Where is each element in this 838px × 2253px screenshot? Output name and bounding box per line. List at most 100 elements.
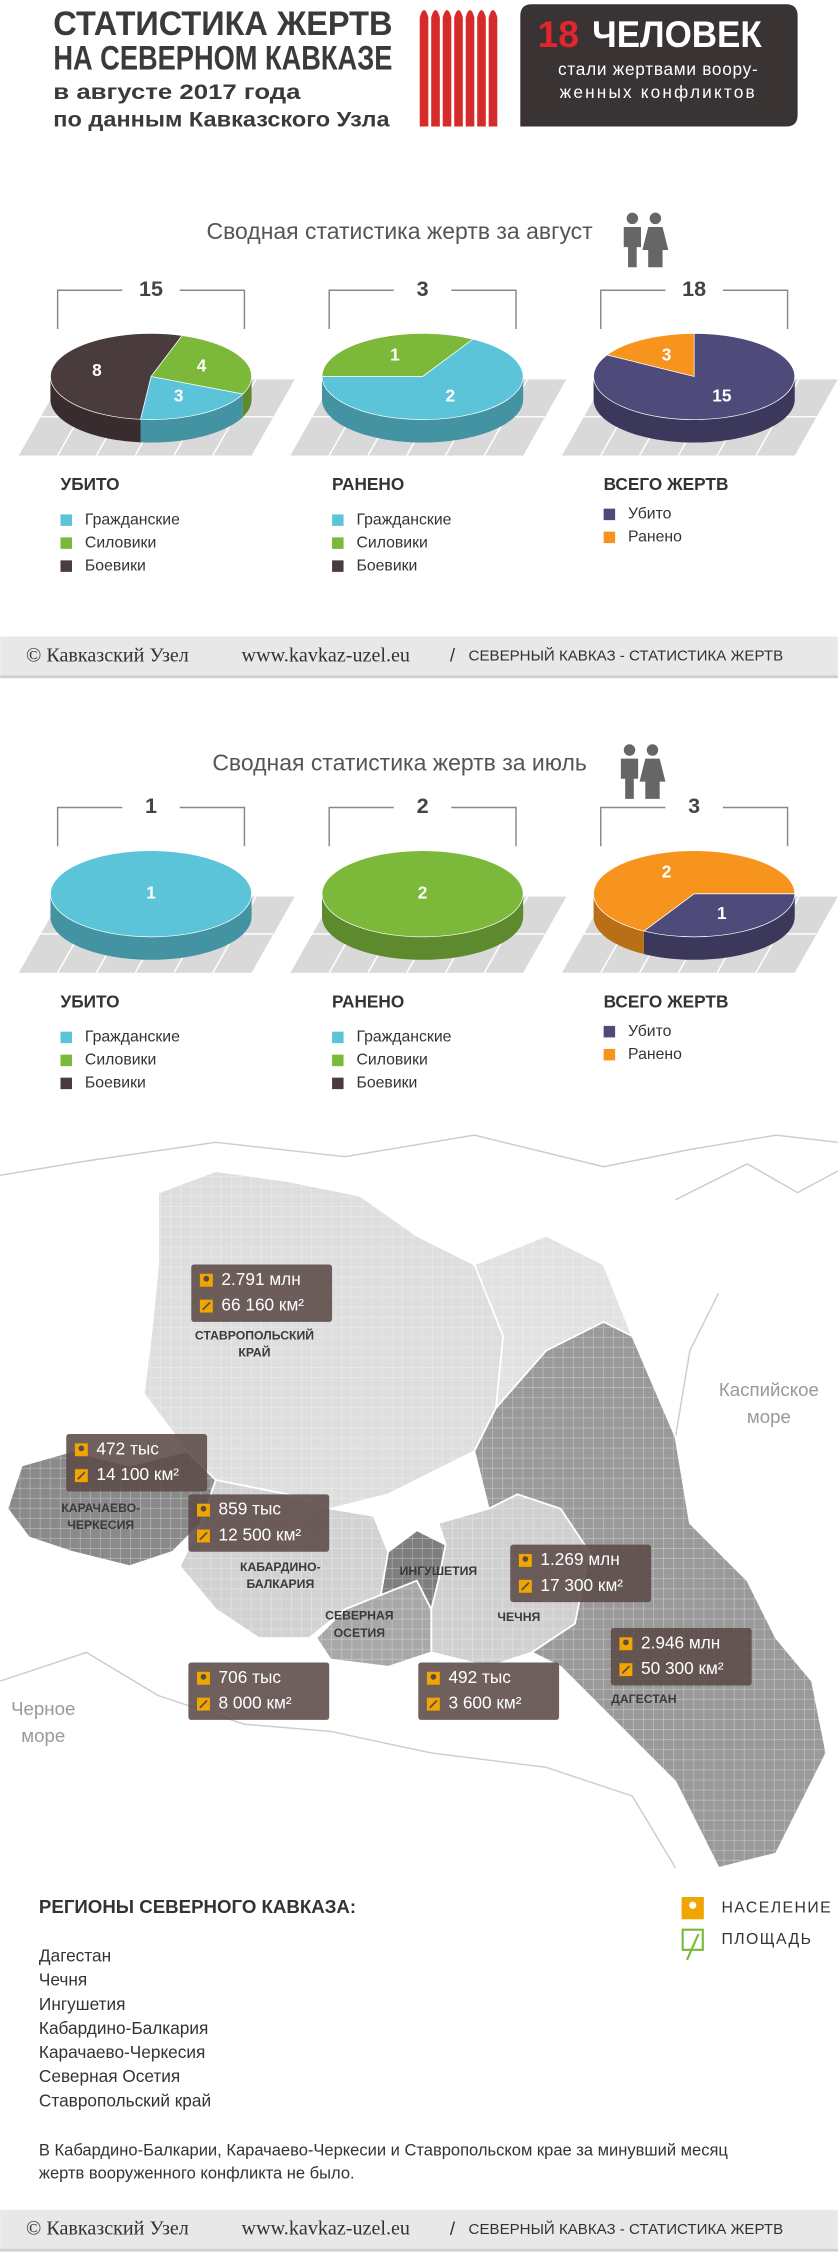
region-name: Ингушетия [39, 1994, 126, 2014]
footer-bar [0, 636, 838, 676]
bullet-icon [465, 10, 475, 127]
people-icon [620, 758, 639, 799]
legend-label: Ранено [628, 529, 682, 546]
bracket [600, 289, 789, 330]
region-name: Дагестан [39, 1946, 111, 1966]
region-name: Карачаево-Черкесия [39, 2042, 205, 2062]
bracket [328, 806, 517, 847]
pie-total: 1 [145, 793, 157, 818]
area-key-arrow [685, 1933, 700, 1961]
area-icon-arrow [621, 1665, 631, 1674]
pie-side [593, 376, 795, 443]
pie-side [322, 376, 524, 443]
legend-label: Силовики [85, 1052, 156, 1069]
legend-swatch [603, 531, 616, 544]
data-label: 2 [418, 882, 428, 902]
legend-label: Гражданские [85, 511, 180, 528]
area: 12 500 км² [219, 1525, 302, 1545]
legend-title: РАНЕНО [332, 474, 404, 494]
subtitle: в августе 2017 года [53, 79, 301, 104]
bracket [56, 806, 246, 847]
pie-slice [150, 335, 252, 395]
pie-slice [50, 850, 252, 938]
area-icon-arrow [199, 1699, 208, 1709]
bracket [328, 289, 517, 330]
note: жертв вооруженного конфликта не было. [39, 2163, 355, 2182]
pie-total: 2 [417, 793, 429, 818]
population-icon-figure [522, 1556, 529, 1562]
population-icon-figure [200, 1673, 207, 1680]
map-region-grid [143, 1171, 504, 1509]
region-label: ИНГУШЕТИЯ [400, 1564, 478, 1578]
region-label: ЧЕЧНЯ [497, 1610, 540, 1624]
pie-slice [140, 376, 244, 420]
section-title: Сводная статистика жертв за август [207, 218, 594, 244]
region-label: КАРАЧАЕВО- [61, 1501, 140, 1515]
region-label: СЕВЕРНАЯ [325, 1609, 393, 1623]
area: 14 100 км² [96, 1464, 179, 1484]
population-icon-figure [200, 1505, 207, 1512]
legend-swatch [60, 560, 72, 572]
region-callout [66, 1433, 208, 1492]
legend-swatch [603, 1048, 616, 1061]
people-icon [623, 744, 636, 756]
population-icon-figure [203, 1275, 210, 1282]
population: 706 тыс [219, 1667, 282, 1687]
legend-swatch [60, 537, 72, 549]
title: СТАТИСТИКА ЖЕРТВ [53, 5, 392, 43]
bullet-icon [477, 10, 486, 127]
region-name: Северная Осетия [39, 2066, 180, 2086]
population: 472 тыс [96, 1438, 159, 1458]
bullet-icon [488, 10, 498, 127]
people-icon [623, 227, 641, 268]
sea-label: море [21, 1725, 65, 1746]
sea-label: Каспийское [719, 1379, 819, 1400]
population: 1.269 млн [540, 1549, 619, 1569]
bracket [56, 289, 246, 330]
region-name: Ставропольский край [39, 2090, 211, 2110]
legend-label: Силовики [356, 1052, 427, 1069]
legend-label: Боевики [356, 1075, 417, 1092]
pie-slice [321, 338, 524, 420]
pie-side [140, 393, 243, 443]
area: 3 600 км² [448, 1693, 521, 1713]
data-label: 3 [174, 386, 184, 406]
key-label: ПЛОЩАДЬ [721, 1931, 812, 1948]
region-callout [418, 1662, 560, 1720]
people-icon [642, 227, 669, 268]
pie-side [50, 893, 252, 960]
population-key-figure [689, 1901, 697, 1909]
legend-title: ВСЕГО ЖЕРТВ [604, 474, 729, 494]
people-icon [639, 758, 666, 799]
footer-url: www.kavkaz-uzel.eu [242, 2218, 410, 2240]
area-icon-arrow [199, 1531, 208, 1541]
regions-title: РЕГИОНЫ СЕВЕРНОГО КАВКАЗА: [39, 1896, 356, 1917]
map-region-grid [474, 1235, 633, 1409]
legend-label: Гражданские [356, 511, 451, 528]
bullet-icon [431, 10, 440, 127]
pie-slice [321, 333, 474, 377]
legend-label: Боевики [356, 557, 417, 574]
data-label: 8 [92, 360, 102, 380]
footer-copyright: © Кавказский Узел [26, 644, 189, 666]
badge-number: 18 [538, 13, 580, 55]
region-name: Чечня [39, 1970, 87, 1990]
region-callout [610, 1627, 752, 1686]
footer-shadow [0, 2248, 838, 2252]
population-icon-figure [430, 1673, 437, 1680]
legend-swatch [60, 1054, 72, 1067]
key-label: НАСЕЛЕНИЕ [721, 1899, 832, 1916]
pie-side [322, 893, 524, 960]
sea-label: море [747, 1406, 791, 1427]
footer-bar [0, 2209, 838, 2249]
legend-title: УБИТО [61, 474, 120, 494]
footer-copyright: © Кавказский Узел [26, 2218, 189, 2240]
pie-side [50, 376, 141, 443]
region-label: СТАВРОПОЛЬСКИЙ [195, 1328, 314, 1343]
region-callout [188, 1662, 330, 1720]
legend-title: РАНЕНО [332, 991, 404, 1011]
data-label: 1 [390, 344, 400, 364]
bracket [600, 806, 789, 847]
pie-total: 3 [688, 793, 700, 818]
region-name: Кабардино-Балкария [39, 2018, 208, 2038]
